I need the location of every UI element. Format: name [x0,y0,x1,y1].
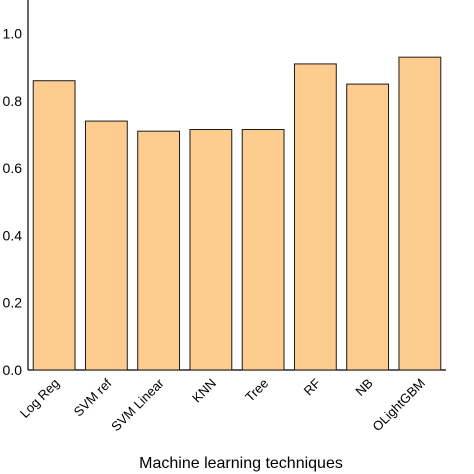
x-tick-label: SVM ref [71,375,115,419]
x-tick-label: NB [352,376,375,399]
x-tick-label: KNN [189,376,219,406]
bar-olightgbm [398,56,442,371]
y-axis: 0.0 0.2 0.4 0.6 0.8 1.0 [3,0,29,378]
x-tick-label: SVM Linear [108,375,167,434]
y-tick-label: 0.2 [3,295,23,311]
bar-rf [293,63,337,371]
y-tick-label: 0.4 [3,227,23,243]
y-ticks: 0.0 0.2 0.4 0.6 0.8 1.0 [3,26,23,378]
x-tick-label: Log Reg [17,376,62,421]
bar-svm-ref [84,120,128,371]
y-tick-label: 1.0 [3,26,23,42]
x-tick-label: OLightGBM [369,376,428,435]
bar-knn [189,129,233,371]
bar-log-reg [32,80,76,371]
x-tick-label: Tree [242,376,271,405]
x-tick-label: RF [301,375,324,398]
y-tick-label: 0.6 [3,160,23,176]
bar-svm-linear [137,130,181,371]
bar-nb [346,83,390,371]
x-axis-title: Machine learning techniques [139,455,343,472]
bars [32,56,442,371]
y-tick-label: 0.8 [3,93,23,109]
y-tick-label: 0.0 [3,362,23,378]
bar-tree [241,129,285,371]
